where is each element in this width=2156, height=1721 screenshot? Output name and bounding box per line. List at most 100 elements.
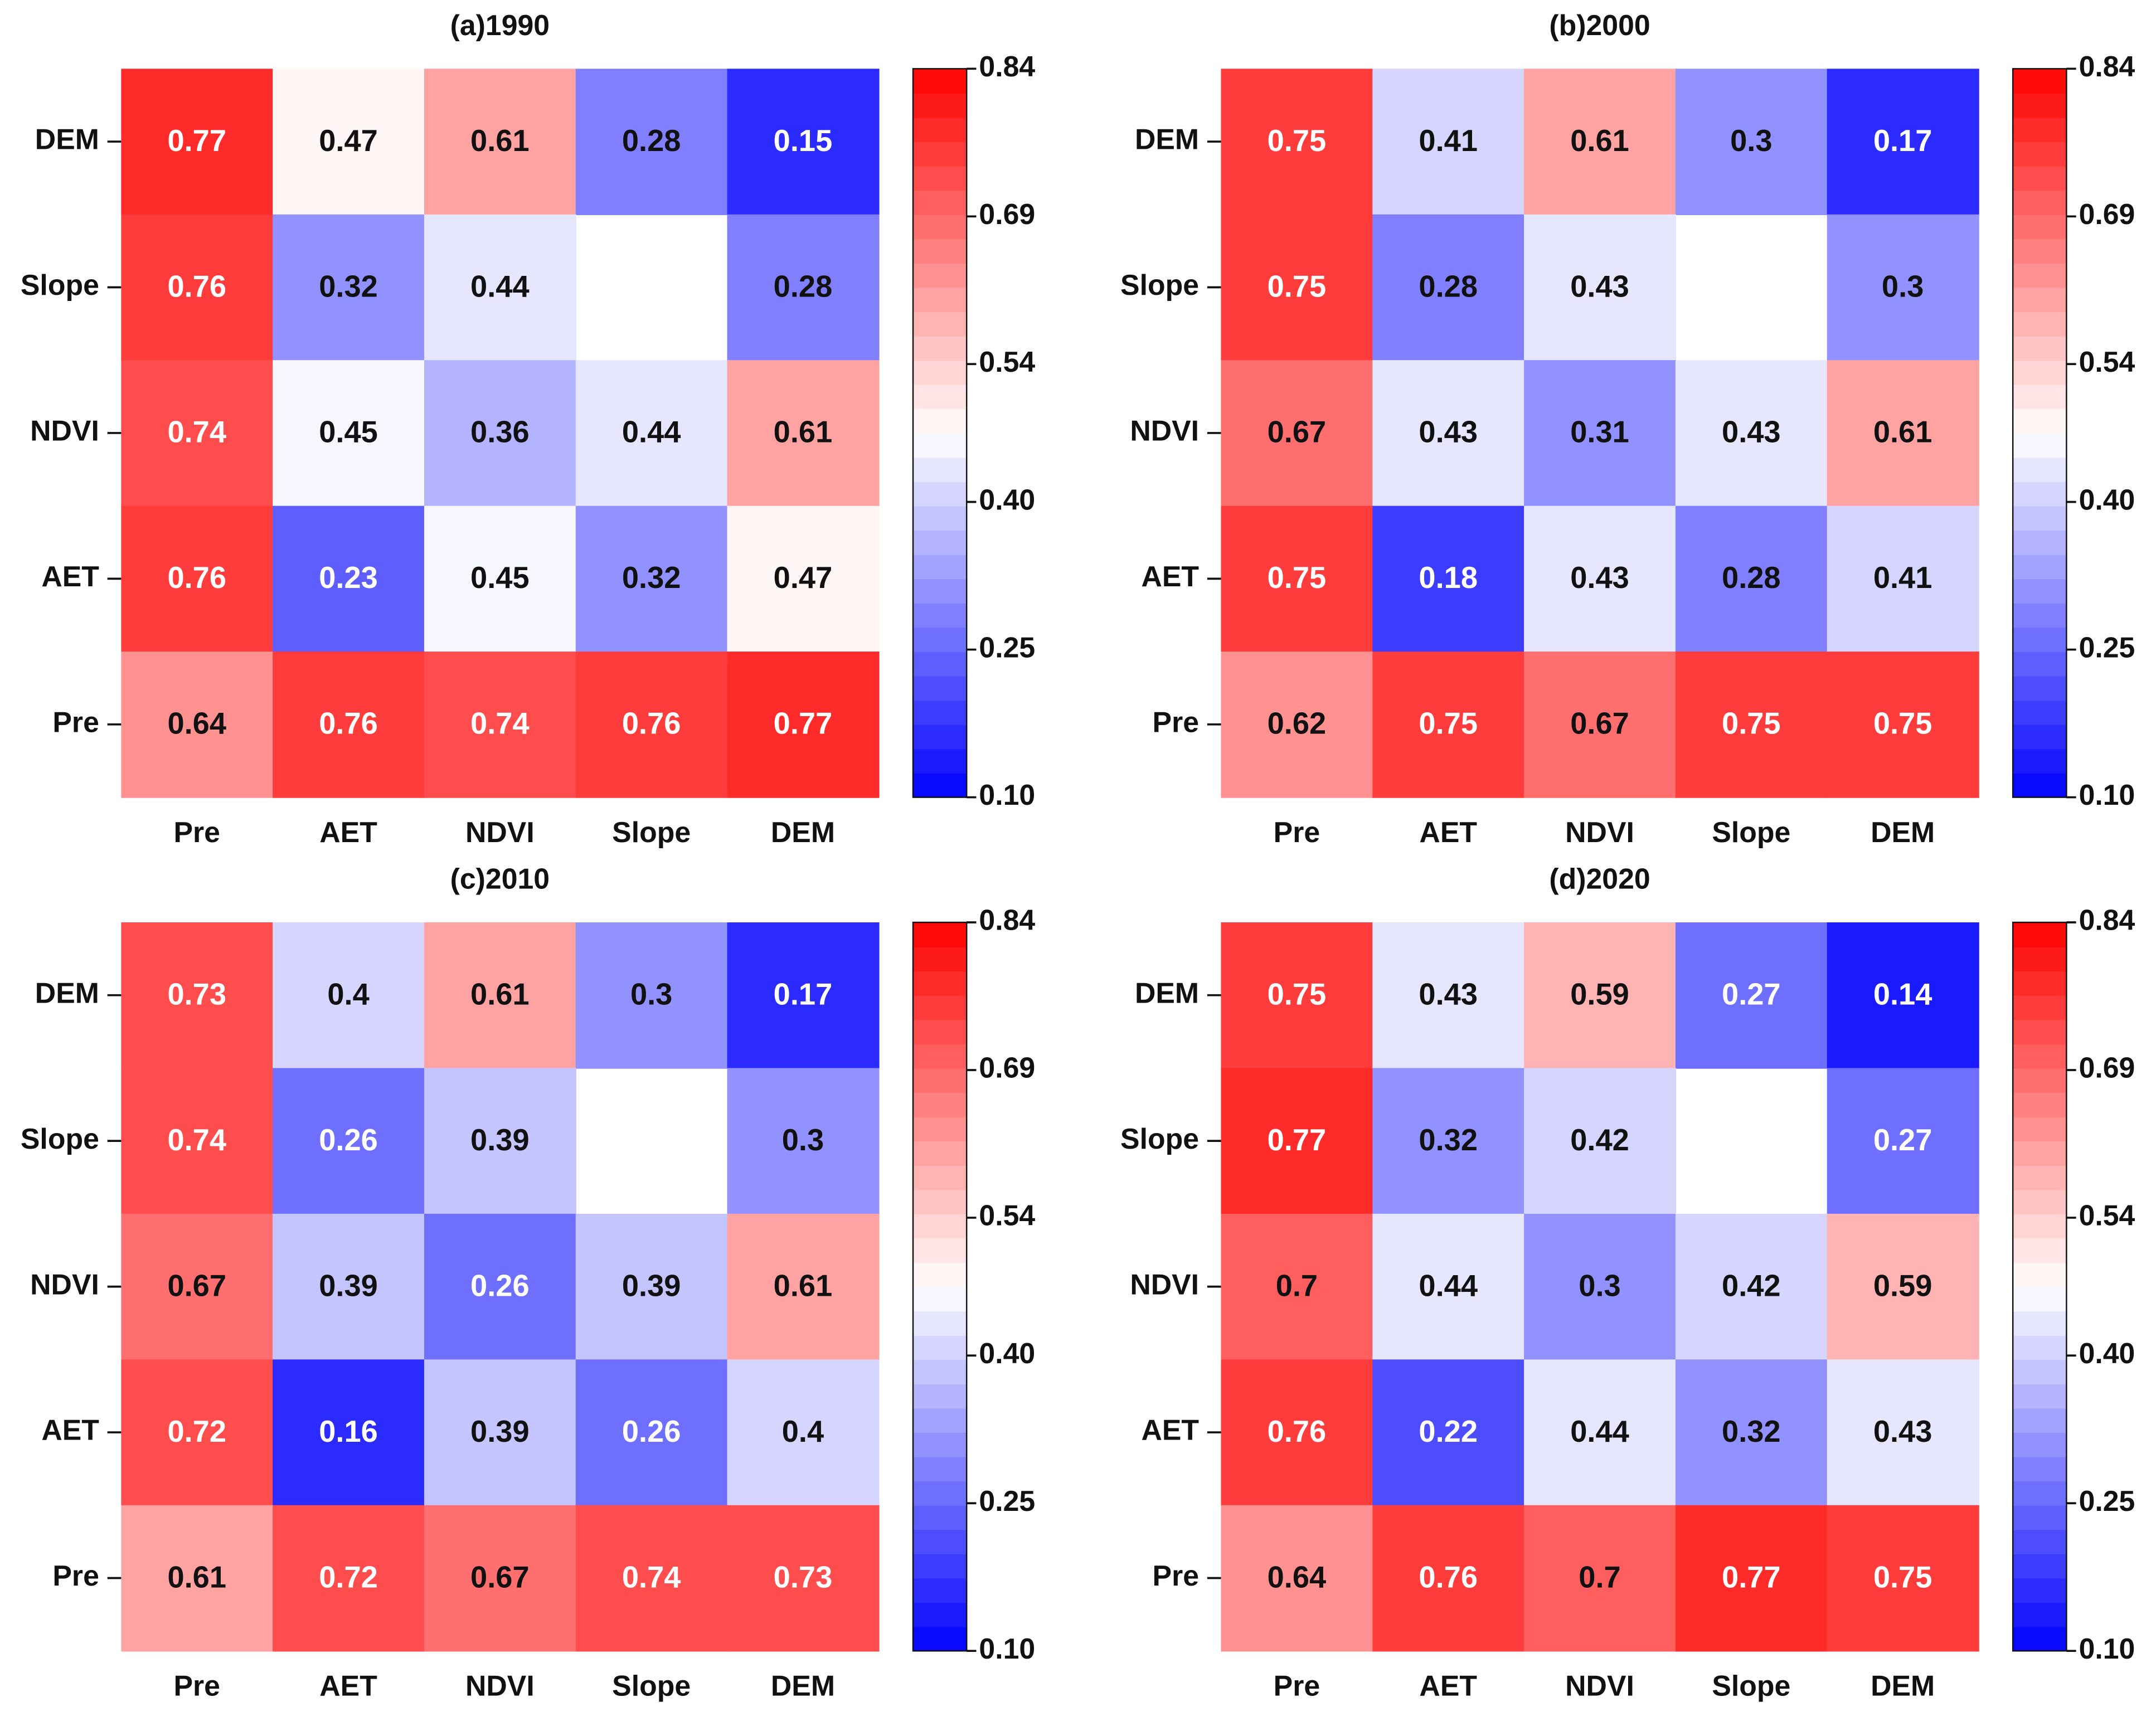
cell-label: 0.76	[622, 707, 681, 741]
heatmap-cell	[1827, 1213, 1979, 1360]
cell-label: 0.61	[774, 416, 833, 449]
x-tick-label: AET	[1419, 816, 1477, 848]
colorbar-tick-label: 0.10	[2079, 779, 2135, 811]
colorbar-band	[2013, 1262, 2067, 1287]
colorbar-band	[913, 627, 967, 653]
cell-label: 0.28	[774, 270, 833, 303]
colorbar-band	[2013, 602, 2067, 628]
colorbar-band	[913, 1359, 967, 1384]
y-tick-label: NDVI	[1130, 1268, 1199, 1300]
cell-label: 0.77	[774, 707, 833, 741]
heatmap-cell	[1675, 505, 1828, 653]
cell-label: 0.3	[1579, 1269, 1620, 1302]
cell-label: 0.59	[1570, 978, 1629, 1012]
cell-label: 0.45	[319, 416, 378, 449]
heatmap-cell	[1372, 922, 1525, 1069]
cell-label: 0.26	[470, 1269, 530, 1302]
x-tick-label: Slope	[612, 816, 691, 848]
heatmap-cell	[1221, 214, 1373, 361]
heatmap-cell	[727, 505, 880, 653]
y-tick-label: AET	[1141, 1414, 1199, 1446]
x-tick-label: NDVI	[1565, 1669, 1634, 1701]
colorbar-band	[2013, 946, 2067, 972]
heatmap-cell	[121, 1213, 274, 1360]
cell-label: 0.22	[1419, 1415, 1478, 1448]
cell-label: 0.47	[319, 124, 378, 158]
heatmap-cell	[1372, 360, 1525, 507]
cell-label: 0.43	[1722, 416, 1781, 449]
x-tick-label: Pre	[1274, 816, 1320, 848]
colorbar-band	[2013, 995, 2067, 1020]
cell-label: 0.17	[774, 978, 833, 1012]
colorbar-frame	[912, 68, 968, 798]
y-tick-label: NDVI	[30, 415, 99, 447]
colorbar-band	[913, 1043, 967, 1069]
heatmap-cell	[273, 1505, 425, 1652]
colorbar-band	[2013, 482, 2067, 507]
colorbar-band	[913, 1189, 967, 1214]
heatmap-cell	[1372, 1213, 1525, 1360]
heatmap-cell	[1675, 69, 1828, 215]
y-tick-label: Slope	[21, 269, 99, 301]
cell-label: 0.32	[319, 270, 378, 303]
cell-label: 0.44	[1570, 1415, 1629, 1448]
colorbar-band	[2013, 1626, 2067, 1652]
cell-label: 0.44	[470, 270, 530, 303]
x-tick-label: DEM	[771, 1669, 835, 1701]
heatmap-cell	[1372, 1359, 1525, 1506]
colorbar-band	[913, 1456, 967, 1482]
heatmap-cell	[1524, 1359, 1677, 1506]
cell-label: 0.39	[622, 1269, 681, 1302]
cell-label: 0.73	[167, 978, 226, 1012]
heatmap-cell	[1372, 214, 1525, 361]
heatmap-cell	[121, 1359, 274, 1506]
colorbar-band	[913, 93, 967, 118]
heatmap-cell	[1675, 1213, 1828, 1360]
cell-label: 0.28	[622, 124, 681, 158]
colorbar-band	[2013, 360, 2067, 385]
cell-label: 0.61	[470, 978, 530, 1012]
colorbar-band	[2013, 530, 2067, 555]
heatmap-cell	[121, 1505, 274, 1652]
heatmap-cell	[1827, 1068, 1979, 1215]
panel-title: (a)1990	[450, 9, 550, 41]
heatmap-cell	[575, 1505, 728, 1652]
y-tick-label: Pre	[52, 706, 99, 738]
colorbar-band	[2013, 1238, 2067, 1263]
heatmap-cell	[424, 922, 576, 1069]
cell-label: 0.74	[167, 416, 226, 449]
colorbar-band	[913, 1019, 967, 1044]
cell-label: 0.61	[470, 124, 530, 158]
colorbar-band	[2013, 700, 2067, 725]
heatmap-cell	[1827, 652, 1979, 798]
cell-label: 0.47	[774, 561, 833, 595]
colorbar-band	[2013, 166, 2067, 191]
cell-label: 0.43	[1873, 1415, 1932, 1448]
heatmap-cell	[727, 1213, 880, 1360]
colorbar-band	[2013, 724, 2067, 750]
colorbar-band	[913, 1626, 967, 1652]
colorbar-band	[913, 409, 967, 434]
colorbar-band	[2013, 1432, 2067, 1457]
colorbar-band	[2013, 1068, 2067, 1093]
colorbar-tick-label: 0.84	[979, 904, 1035, 936]
colorbar-tick-label: 0.69	[2079, 1052, 2135, 1084]
y-tick-label: AET	[1141, 560, 1199, 592]
colorbar-band	[913, 1286, 967, 1312]
heatmap-cell	[1221, 69, 1373, 215]
y-tick-label: NDVI	[1130, 415, 1199, 447]
colorbar-band	[2013, 142, 2067, 167]
heatmap-cell	[575, 1213, 728, 1360]
colorbar-band	[2013, 432, 2067, 458]
x-tick-label: DEM	[1871, 1669, 1935, 1701]
cell-label: 0.32	[622, 561, 681, 595]
colorbar-band	[913, 69, 967, 94]
colorbar-band	[913, 384, 967, 410]
colorbar-band	[913, 1602, 967, 1627]
heatmap-cell	[1827, 1359, 1979, 1506]
colorbar-band	[913, 262, 967, 288]
colorbar-band	[913, 1553, 967, 1579]
colorbar-band	[913, 995, 967, 1020]
colorbar-band	[2013, 748, 2067, 774]
colorbar-band	[2013, 1165, 2067, 1190]
